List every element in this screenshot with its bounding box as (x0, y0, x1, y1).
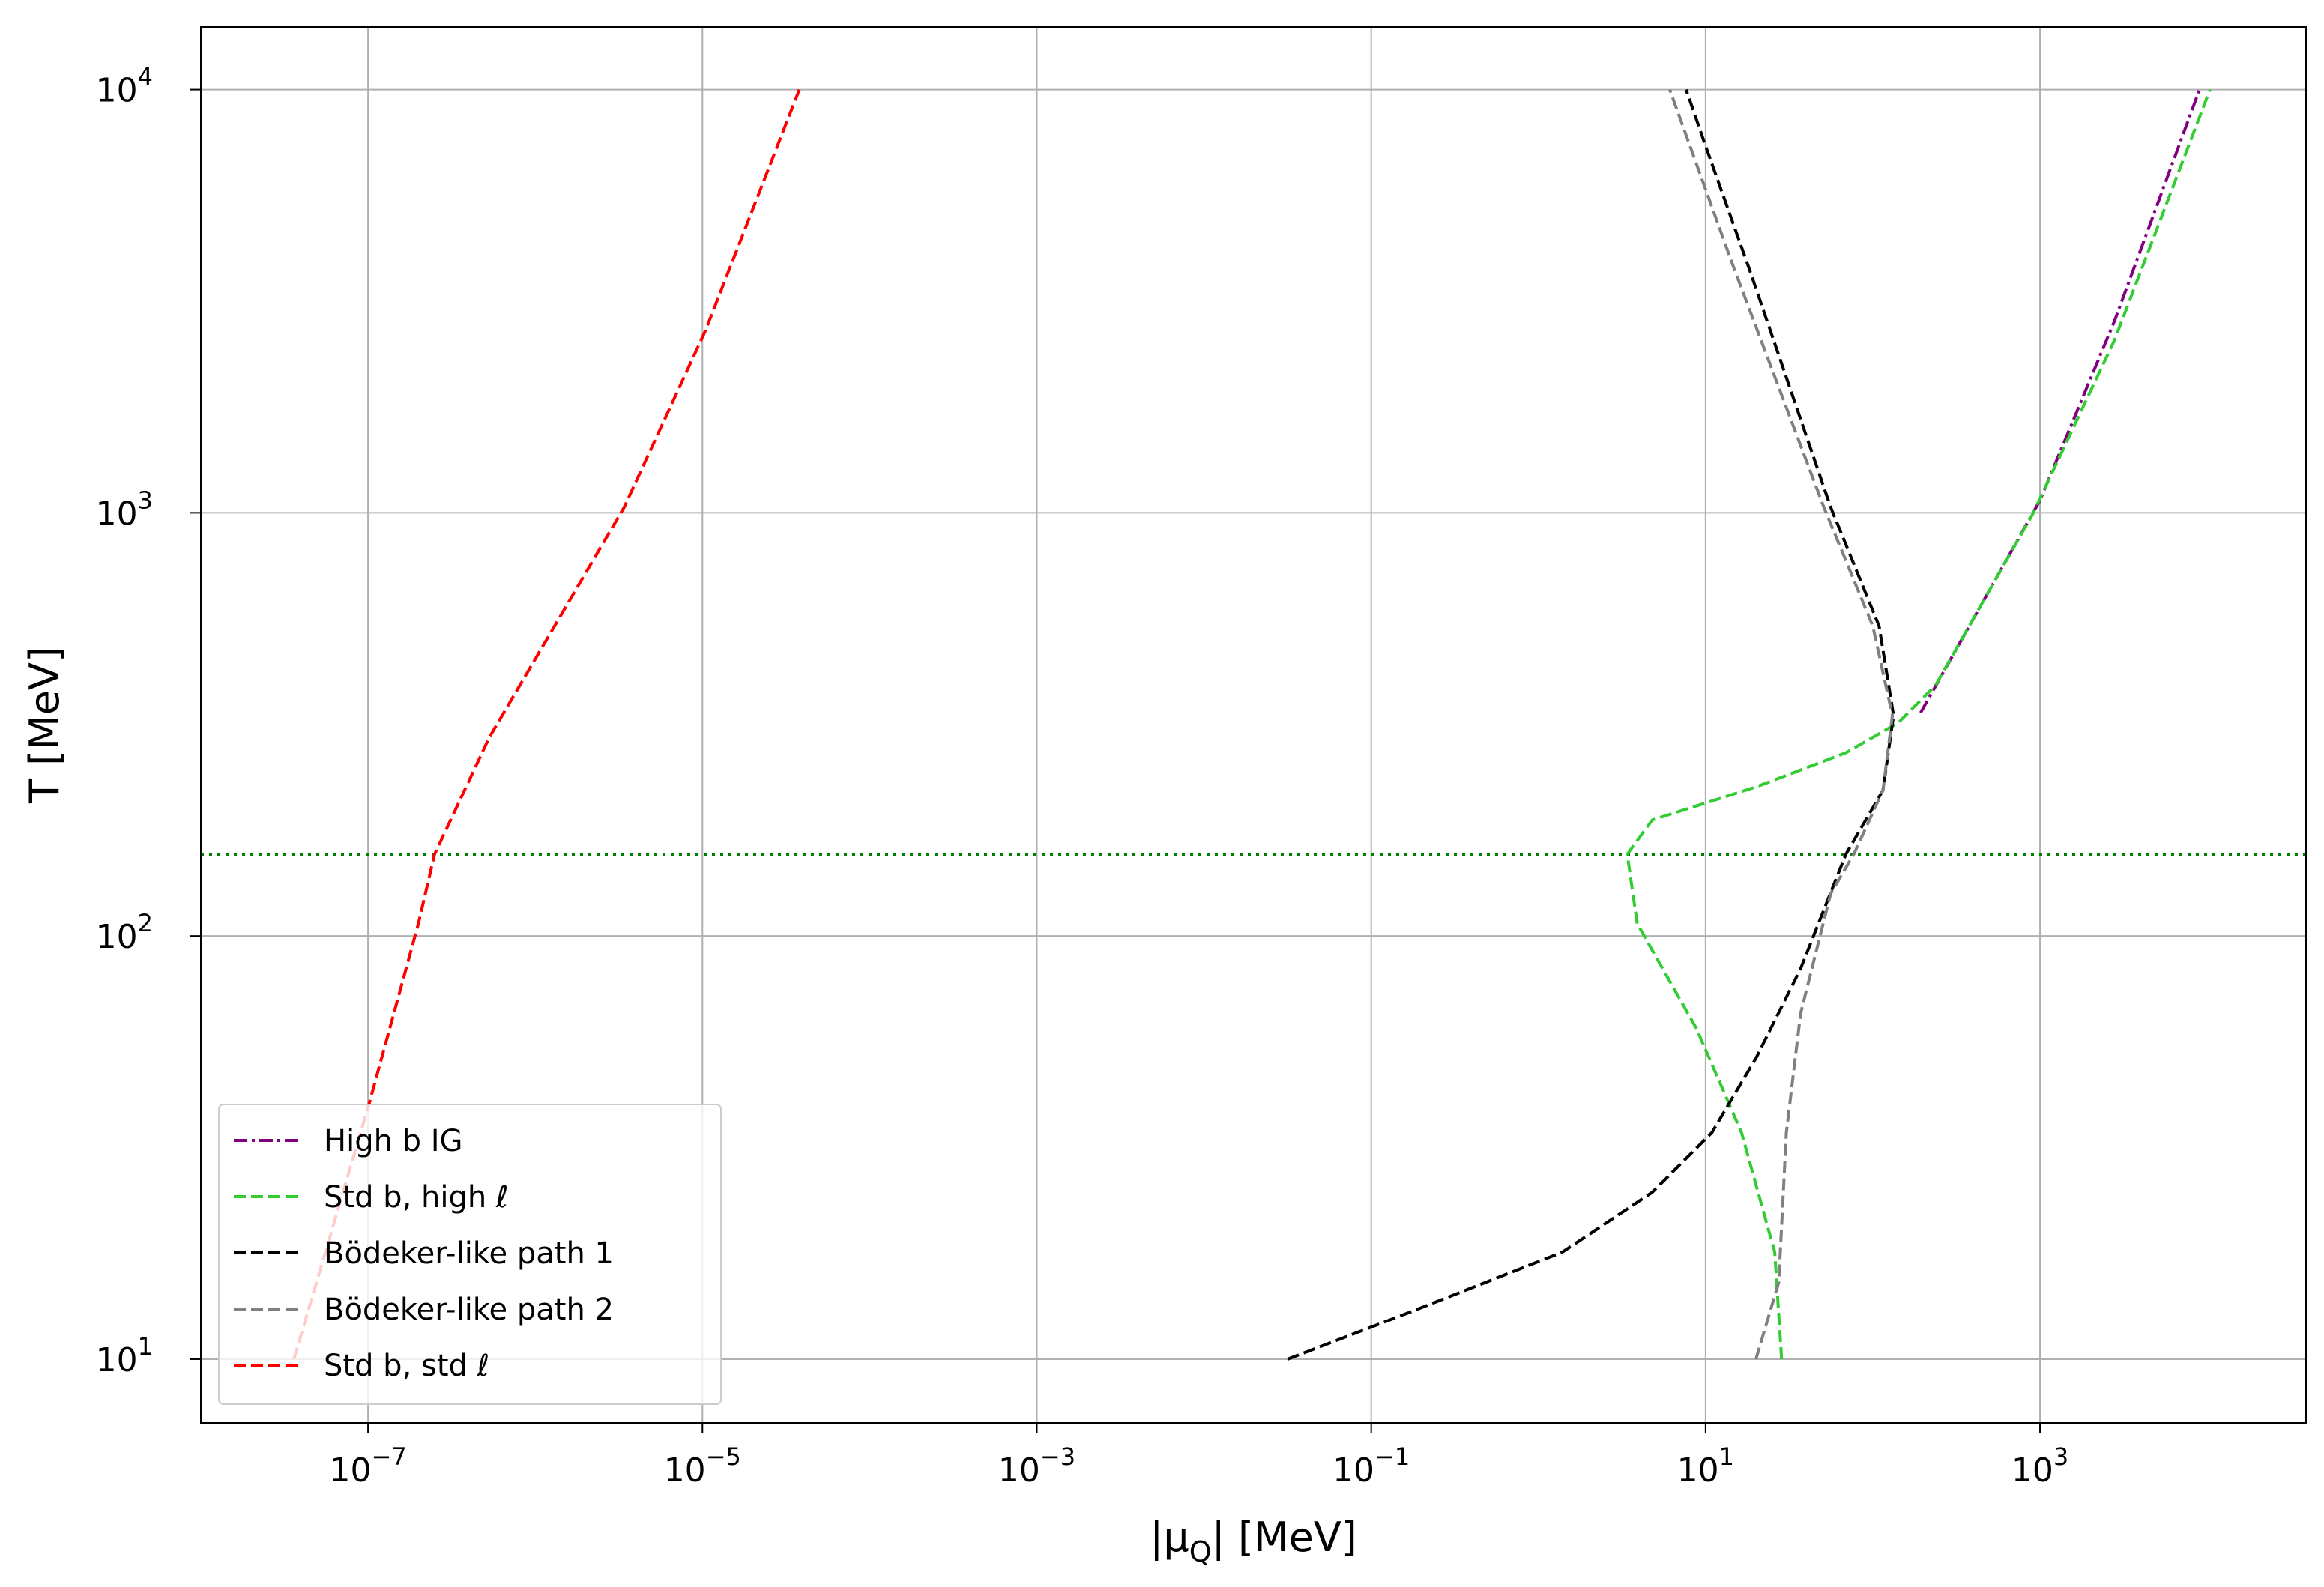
legend-label: Bödeker-like path 2 (324, 1293, 614, 1327)
series-line (1626, 88, 2212, 1360)
series-line (292, 88, 801, 1360)
x-tick-label: 103 (2011, 1442, 2068, 1490)
y-tick-label: 104 (96, 63, 153, 110)
legend-label: Bödeker-like path 1 (324, 1236, 614, 1271)
series-line (1287, 88, 1895, 1361)
y-tick-label: 101 (96, 1332, 153, 1379)
legend-label: Std b, high ℓ (324, 1180, 508, 1215)
legend-label: Std b, std ℓ (324, 1349, 489, 1383)
y-tick-label: 102 (96, 909, 153, 956)
x-tick-label: 10−5 (664, 1442, 741, 1490)
x-axis-label: |μQ| [MeV] (1150, 1514, 1357, 1568)
legend-label: High b IG (324, 1124, 463, 1158)
x-tick-label: 101 (1677, 1442, 1734, 1490)
legend-box (218, 1104, 722, 1405)
y-axis-label: T [MeV] (21, 647, 68, 804)
series-line (1668, 88, 1895, 1360)
x-tick-label: 10−1 (1332, 1442, 1410, 1490)
y-tick-label: 103 (96, 486, 153, 533)
x-tick-label: 10−3 (998, 1442, 1075, 1490)
plot-frame (200, 26, 2307, 1424)
x-tick-label: 10−7 (330, 1442, 407, 1490)
